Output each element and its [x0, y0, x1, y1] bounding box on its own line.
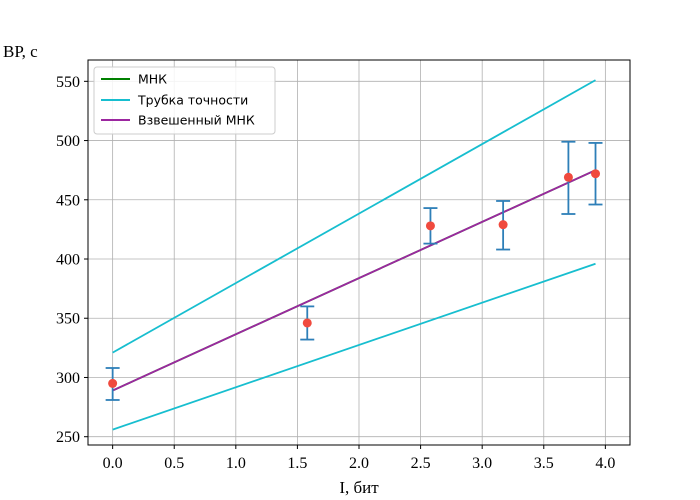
series-line-1 — [112, 79, 596, 354]
legend: МНК Трубка точности Взвешенный МНК — [93, 66, 276, 135]
x-tick-label: 2.0 — [349, 455, 369, 472]
data-point — [425, 221, 435, 231]
y-tick-label: 350 — [56, 311, 80, 328]
x-tick-label: 0.0 — [103, 455, 123, 472]
x-tick-label: 4.0 — [595, 455, 615, 472]
data-points — [108, 169, 601, 388]
x-axis-label: I, бит — [339, 478, 379, 497]
y-tick-label: 250 — [56, 429, 80, 446]
y-axis-label: ВР, с — [3, 42, 38, 61]
legend-label-1: Трубка точности — [137, 93, 248, 108]
x-ticks: 0.0 0.5 1.0 1.5 2.0 2.5 3.0 3.5 4.0 — [103, 445, 615, 472]
fit-lines — [112, 169, 596, 392]
data-point — [498, 220, 508, 230]
tube-lines — [112, 79, 596, 431]
y-tick-label: 500 — [56, 133, 80, 150]
series-line-3 — [112, 169, 596, 392]
data-point — [108, 378, 118, 388]
legend-label-2: Взвешенный МНК — [138, 113, 255, 128]
x-tick-label: 3.5 — [534, 455, 554, 472]
y-ticks: 250 300 350 400 450 500 550 — [56, 74, 88, 446]
series-line-2 — [112, 262, 596, 431]
data-point — [563, 172, 573, 182]
x-tick-label: 3.0 — [472, 455, 492, 472]
y-tick-label: 550 — [56, 74, 80, 91]
x-tick-label: 2.5 — [411, 455, 431, 472]
data-point — [302, 318, 312, 328]
x-tick-label: 1.0 — [226, 455, 246, 472]
legend-label-0: МНК — [138, 72, 167, 87]
x-tick-label: 0.5 — [164, 455, 184, 472]
y-tick-label: 300 — [56, 370, 80, 387]
data-point — [591, 169, 601, 179]
y-tick-label: 450 — [56, 192, 80, 209]
y-tick-label: 400 — [56, 252, 80, 269]
legend-box — [93, 66, 276, 135]
x-tick-label: 1.5 — [287, 455, 307, 472]
